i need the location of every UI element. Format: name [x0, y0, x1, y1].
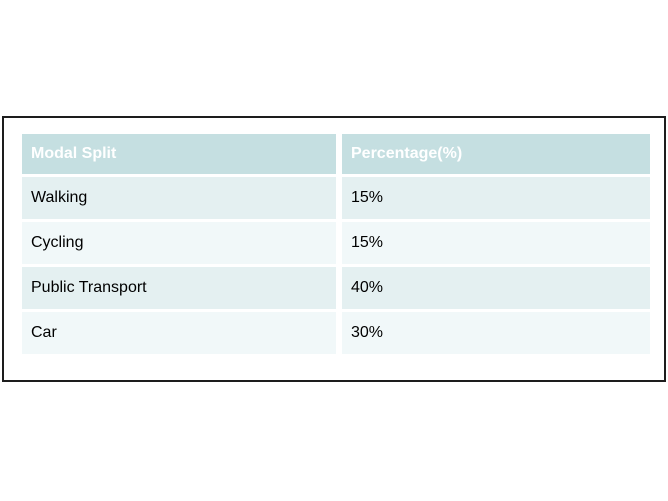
table-panel: Modal Split Percentage(%) Walking 15% Cy… — [2, 116, 666, 382]
cell-mode: Walking — [22, 177, 336, 219]
cell-percentage: 40% — [336, 267, 650, 309]
header-modal-split: Modal Split — [22, 134, 336, 174]
table-row: Car 30% — [22, 312, 650, 354]
cell-mode: Car — [22, 312, 336, 354]
cell-percentage: 15% — [336, 222, 650, 264]
cell-mode: Cycling — [22, 222, 336, 264]
table-row: Walking 15% — [22, 177, 650, 219]
cell-percentage: 15% — [336, 177, 650, 219]
table-row: Public Transport 40% — [22, 267, 650, 309]
modal-split-table: Modal Split Percentage(%) Walking 15% Cy… — [22, 131, 650, 357]
cell-percentage: 30% — [336, 312, 650, 354]
table-header-row: Modal Split Percentage(%) — [22, 134, 650, 174]
table-row: Cycling 15% — [22, 222, 650, 264]
cell-mode: Public Transport — [22, 267, 336, 309]
header-percentage: Percentage(%) — [336, 134, 650, 174]
